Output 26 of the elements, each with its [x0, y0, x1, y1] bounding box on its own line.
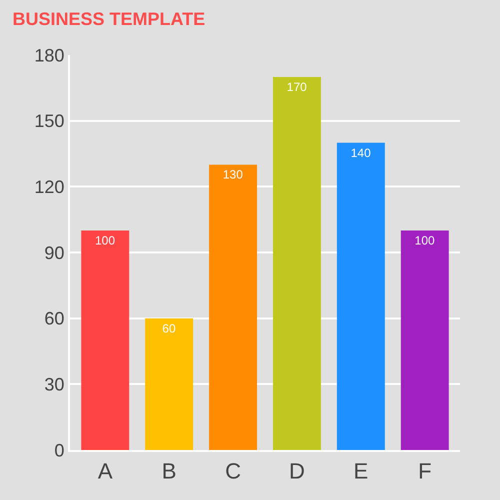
y-tick-label: 60	[44, 308, 64, 329]
data-label: 170	[286, 80, 308, 94]
x-tick-label: E	[354, 458, 368, 484]
data-label: 130	[222, 168, 244, 182]
bar	[145, 318, 194, 450]
data-label: 100	[94, 234, 116, 248]
chart-title: BUSINESS TEMPLATE	[12, 9, 206, 30]
y-tick-label: 180	[34, 45, 64, 66]
bar	[209, 164, 258, 450]
x-tick-label: C	[225, 458, 242, 484]
y-tick-label: 90	[44, 242, 64, 263]
y-tick-label: 120	[34, 176, 64, 197]
data-label: 140	[350, 146, 372, 160]
bar	[272, 76, 321, 450]
x-tick-label: B	[162, 458, 176, 484]
bar	[81, 230, 130, 450]
x-tick-label: A	[98, 458, 113, 484]
bar	[400, 230, 449, 450]
data-label: 100	[414, 234, 436, 248]
y-tick-label: 30	[44, 374, 64, 394]
x-tick-label: F	[418, 458, 432, 484]
y-tick-label: 150	[34, 111, 64, 132]
bar	[336, 142, 385, 450]
data-label: 60	[162, 321, 176, 336]
x-tick-label: D	[289, 458, 305, 484]
y-tick-label: 0	[54, 440, 64, 460]
